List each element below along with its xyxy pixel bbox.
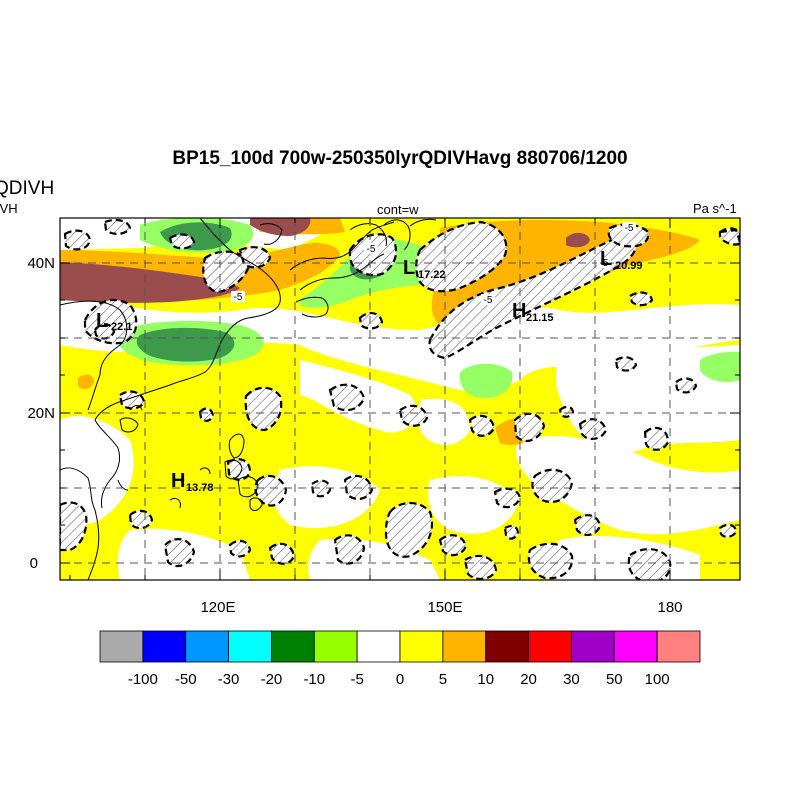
lat-label-0: 0	[30, 555, 38, 572]
axis-ticks	[60, 218, 740, 580]
colorbar-swatch-9	[485, 630, 529, 663]
colorbar-swatch-4	[271, 630, 315, 663]
pressure-systems: L 22.1 L 17.22 L 20.99 H 21.15 H 13.78	[96, 248, 643, 494]
hatched-regions	[60, 218, 740, 580]
colorbar-swatch-3	[228, 630, 272, 663]
colorbar-swatch-0	[99, 630, 144, 663]
variable-label: QDIVH	[0, 178, 55, 199]
colorbar-label-3: -20	[261, 671, 283, 688]
colorbar-label-0: -100	[128, 671, 158, 688]
lat-label-40n: 40N	[27, 255, 55, 272]
low-marker-2-value: 17.22	[418, 269, 446, 281]
low-marker-2-letter: L	[403, 257, 415, 279]
colorbar-swatch-1	[142, 630, 187, 663]
colorbar-label-2: -30	[218, 671, 240, 688]
high-marker-2-value: 13.78	[186, 482, 214, 494]
colorbar-swatch-6	[356, 630, 401, 663]
colorbar-label-8: 10	[477, 671, 494, 688]
low-marker-3-letter: L	[600, 248, 612, 270]
colorbar-label-11: 50	[606, 671, 623, 688]
colorbar-label-1: -50	[175, 671, 197, 688]
contour-label-5: -5	[600, 258, 609, 269]
contour-label: cont=w	[377, 202, 419, 217]
colorbar-swatch-2	[185, 630, 229, 663]
high-marker-1-value: 21.15	[526, 312, 554, 324]
lon-label-180: 180	[657, 599, 682, 616]
low-marker-1-value: 22.1	[111, 321, 132, 333]
low-marker-3-value: 20.99	[615, 260, 643, 272]
colorbar-swatch-11	[571, 630, 615, 663]
colorbar-swatch-5	[313, 630, 358, 663]
colorbar-label-4: -10	[303, 671, 325, 688]
high-marker-2-letter: H	[171, 470, 185, 492]
lon-label-150e: 150E	[427, 599, 462, 616]
colorbar-swatch-8	[442, 630, 487, 663]
gridlines	[60, 218, 740, 580]
coastlines	[60, 218, 437, 580]
units-label: Pa s^-1	[693, 201, 737, 216]
low-marker-1-letter: L	[96, 310, 108, 332]
colorbar-label-10: 30	[563, 671, 580, 688]
lat-label-20n: 20N	[27, 405, 55, 422]
contour-label-4: -5	[484, 295, 493, 306]
map-frame	[59, 217, 741, 581]
colorbar-swatch-7	[399, 630, 444, 663]
colorbar-label-6: 0	[396, 671, 404, 688]
contour-label-3: -5	[625, 223, 634, 234]
colorbar-swatch-12	[613, 630, 658, 663]
map-area	[60, 218, 740, 580]
variable-sublabel: IVH	[0, 201, 18, 216]
colorbar-swatch-13	[656, 630, 701, 663]
colorbar-label-12: 100	[645, 671, 670, 688]
colorbar-label-7: 5	[439, 671, 447, 688]
high-marker-1-letter: H	[512, 300, 526, 322]
colorbar-label-5: -5	[350, 671, 363, 688]
lon-label-120e: 120E	[200, 599, 235, 616]
contour-label-1: -5	[367, 244, 376, 255]
plot-title: BP15_100d 700w-250350lyrQDIVHavg 880706/…	[172, 148, 628, 169]
contour-label-2: -5	[234, 292, 243, 303]
colorbar: -100 -50 -30 -20 -10 -5 0 5 10 20 30 50 100	[99, 630, 701, 688]
colorbar-label-9: 20	[520, 671, 537, 688]
colorbar-swatch-10	[528, 630, 572, 663]
contour-inline-labels: -5 -5 -5 -5 -5	[231, 222, 636, 306]
